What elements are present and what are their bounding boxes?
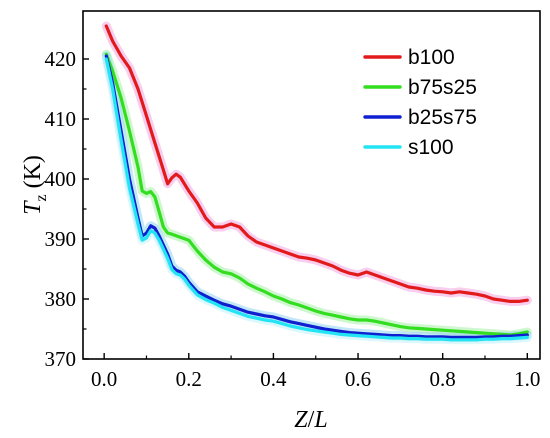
series-band-s100 [101, 54, 532, 345]
plot-content [101, 21, 532, 345]
y-axis-label: Tz (K) [20, 155, 50, 215]
x-tick-label: 0.2 [176, 367, 202, 391]
legend-label-b25s75: b25s75 [408, 106, 477, 129]
legend: b100 b75s25 b25s75 s100 [363, 46, 477, 159]
legend-label-b100: b100 [408, 46, 455, 69]
x-tick-label: 0.0 [91, 367, 117, 391]
series-line-b75s25 [104, 52, 529, 337]
y-axis: 370 380 390 400 410 420 [45, 47, 89, 371]
y-tick-label: 410 [45, 107, 77, 131]
x-axis-label: Z/L [294, 407, 327, 433]
y-tick-label: 420 [45, 47, 77, 71]
y-tick-label: 380 [45, 287, 77, 311]
y-tick-label: 400 [45, 167, 77, 191]
x-tick-label: 0.4 [260, 367, 287, 391]
legend-label-s100: s100 [408, 136, 454, 159]
y-tick-label: 370 [45, 347, 77, 371]
series-line-b25s75 [104, 54, 529, 339]
legend-label-b75s25: b75s25 [408, 76, 477, 99]
series-line-b100 [104, 24, 529, 303]
x-axis: 0.0 0.2 0.4 0.6 0.8 1.0 [91, 353, 540, 391]
x-tick-label: 1.0 [514, 367, 540, 391]
x-tick-label: 0.6 [345, 367, 371, 391]
y-tick-label: 390 [45, 227, 77, 251]
plot-frame [82, 10, 541, 360]
x-tick-label: 0.8 [430, 367, 456, 391]
series-line-s100 [104, 57, 529, 342]
